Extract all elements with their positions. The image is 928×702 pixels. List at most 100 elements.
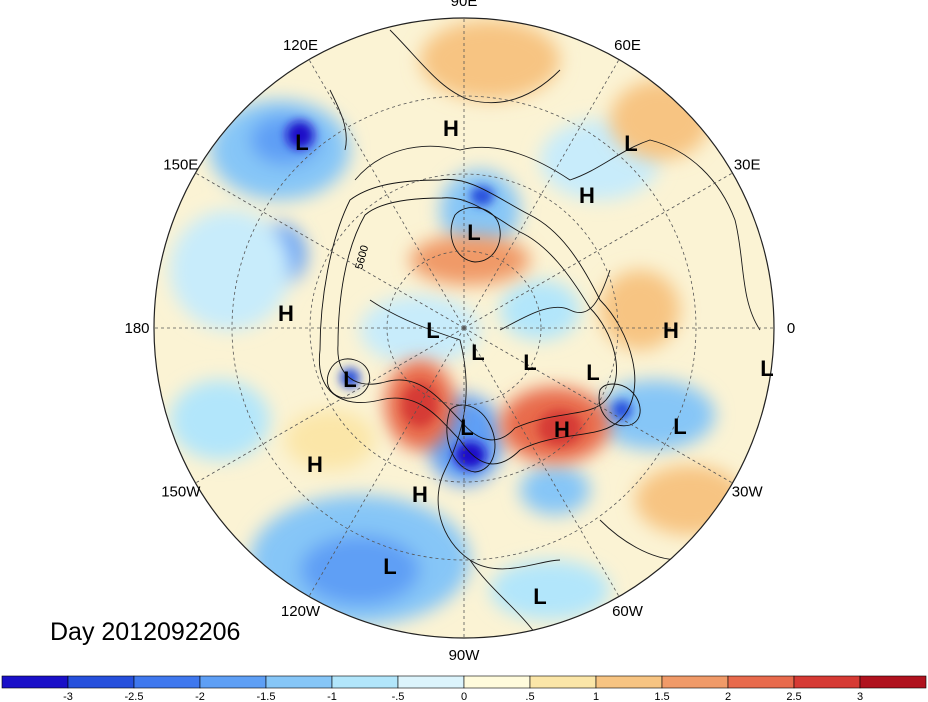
anomaly-patch [285,410,375,470]
anomaly-core [612,400,632,420]
contour-line [598,383,641,427]
anomaly-patch [170,210,290,330]
coastline [329,89,347,151]
low-pressure-marker: L [586,360,599,385]
coastline [354,139,761,331]
high-pressure-marker: H [307,452,323,477]
contour-line [318,178,636,465]
colorbar-tick-label: -2.5 [125,691,144,702]
colorbar-tick-label: -3 [63,691,73,702]
meridian-line [195,327,465,484]
meridian-line [463,172,733,329]
colorbar-swatch [133,675,201,689]
anomaly-core [454,441,486,469]
colorbar-tick-label: -1.5 [257,691,276,702]
anomaly-core [538,410,582,446]
meridian-line [308,327,465,597]
colorbar-swatch [793,675,861,689]
longitude-label: 150W [161,484,201,501]
meridians [154,18,774,638]
colorbar-swatch [67,675,135,689]
meridian-line [463,327,733,484]
longitude-label: 0 [787,320,795,337]
colorbar-tick-label: 2 [725,691,731,702]
latitude-circle [386,250,542,406]
anomaly-patch [300,535,420,605]
high-pressure-marker: H [554,417,570,442]
contour-line [446,404,496,473]
colorbar-swatch [265,675,333,689]
longitude-label: 30E [734,157,761,174]
graticule [154,18,774,638]
pressure-centers: H L H L L H L L L L H L L L H L H H L L [278,116,774,609]
longitude-label: 150E [163,157,198,174]
low-pressure-marker: L [471,340,484,365]
colorbar-swatch [397,675,465,689]
anomaly-patch [595,380,715,450]
low-pressure-marker: L [383,554,396,579]
colorbar-swatch [727,675,795,689]
low-pressure-marker: L [295,130,308,155]
latitude-circle [231,95,697,561]
height-contours [318,178,641,473]
anomaly-core [402,383,438,427]
latitude-circle [309,173,619,483]
anomaly-core [286,121,314,149]
colorbar-tick-label: 2.5 [786,691,801,702]
anomaly-patch [420,20,560,100]
colorbar-tick-label: 3 [857,691,863,702]
colorbar-tick-label: -2 [195,691,205,702]
colorbar-swatch [1,675,69,689]
colorbar-swatch [529,675,597,689]
contour-line [326,358,370,399]
colorbar-swatch [331,675,399,689]
anomaly-patch [490,560,610,620]
low-pressure-marker: L [426,318,439,343]
longitude-label: 60W [612,603,644,620]
map-boundary [153,17,775,639]
low-pressure-marker: L [624,131,637,156]
longitude-label: 120W [281,603,321,620]
colorbar: -3 -2.5 -2 -1.5 -1 -.5 0 .5 1 1.5 2 2.5 3 [1,675,927,702]
low-pressure-marker: L [343,367,356,392]
anomaly-patch [635,465,745,535]
anomaly-patch [170,380,270,460]
colorbar-swatch [859,675,927,689]
low-pressure-marker: L [460,415,473,440]
anomaly-patch [360,295,480,365]
meridian-line [195,172,465,329]
meridian-line [308,59,465,329]
colorbar-tick-label: -.5 [392,691,405,702]
colorbar-tick-label: -1 [327,691,337,702]
longitude-label: 180 [124,320,149,337]
colorbar-tick-label: 0 [461,691,467,702]
low-pressure-marker: L [760,356,773,381]
longitude-label: 60E [614,37,641,54]
anomaly-patch [500,280,580,340]
anomaly-patch [520,465,590,515]
longitude-label: 120E [283,37,318,54]
anomaly-core [470,186,494,206]
anomaly-patch [410,235,530,285]
coastline [369,299,561,570]
colorbar-tick-label: 1.5 [654,691,669,702]
contour-line [337,197,617,441]
low-pressure-marker: L [467,220,480,245]
cool-anomaly-regions [170,100,715,625]
anomaly-field [154,18,774,638]
meridian-line [463,327,620,597]
longitude-labels: 90E 60E 30E 0 30W 60W 90W 120W 150W 180 150E 120E [124,0,795,664]
longitude-label: 30W [732,484,764,501]
low-pressure-marker: L [533,584,546,609]
contour-line [450,207,501,263]
coastline [499,269,611,331]
high-pressure-marker: H [412,482,428,507]
coastline [389,29,561,104]
colorbar-swatch [661,675,729,689]
colorbar-tick-label: .5 [525,691,534,702]
low-pressure-marker: L [523,350,536,375]
meridian-line [463,59,620,329]
low-pressure-marker: L [673,414,686,439]
anomaly-patch [600,270,680,350]
